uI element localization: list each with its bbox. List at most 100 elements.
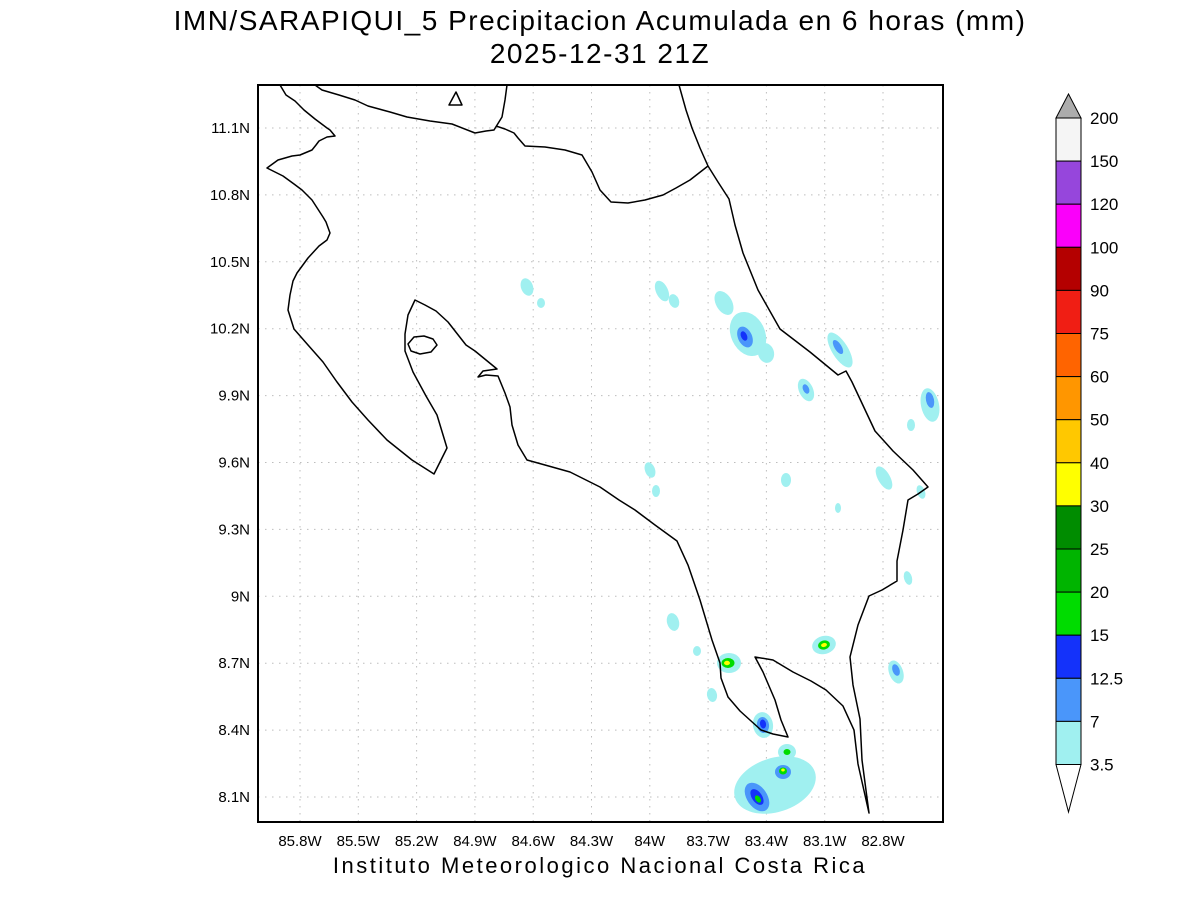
colorbar-cap-above-max bbox=[1055, 92, 1082, 119]
x-axis-tick-label: 84.9W bbox=[453, 833, 497, 850]
x-axis-tick-label: 84W bbox=[634, 833, 666, 850]
map-frame bbox=[257, 84, 944, 823]
colorbar-tick-label: 60 bbox=[1090, 368, 1109, 387]
colorbar-segment bbox=[1055, 376, 1082, 421]
precip-cell-level-3 bbox=[759, 719, 767, 729]
colorbar-tick-label: 30 bbox=[1090, 497, 1109, 516]
x-axis-tick-label: 84.6W bbox=[512, 833, 556, 850]
x-axis-tick-label: 83.7W bbox=[686, 833, 730, 850]
colorbar-tick-label: 120 bbox=[1090, 195, 1118, 214]
y-axis-tick-label: 9.9N bbox=[218, 388, 250, 405]
precip-cell-level-7 bbox=[821, 642, 827, 648]
lake-nicaragua-shore bbox=[314, 85, 508, 134]
colorbar-segment bbox=[1055, 548, 1082, 593]
colorbar-segment bbox=[1055, 117, 1082, 162]
colorbar-tick-label: 25 bbox=[1090, 540, 1109, 559]
y-axis-labels: 11.1N 10.8N 10.5N 10.2N 9.9N 9.6N 9.3N 9N 8.7N 8.… bbox=[210, 120, 250, 806]
x-axis-tick-label: 83.4W bbox=[745, 833, 789, 850]
colorbar-tick-label: 3.5 bbox=[1090, 756, 1114, 775]
x-axis-tick-label: 83.1W bbox=[803, 833, 847, 850]
colorbar-tick-label: 12.5 bbox=[1090, 669, 1123, 688]
precip-cell-level-1 bbox=[666, 613, 680, 631]
colorbar-tick-label: 90 bbox=[1090, 281, 1109, 300]
y-axis-tick-label: 11.1N bbox=[211, 120, 250, 137]
chart-title-line2: 2025-12-31 21Z bbox=[489, 38, 711, 69]
precip-cell-level-1 bbox=[693, 646, 701, 656]
colorbar-segment bbox=[1055, 720, 1082, 766]
colorbar-segment bbox=[1055, 203, 1082, 248]
colorbar-segment bbox=[1055, 246, 1082, 291]
precip-cell-level-7 bbox=[724, 660, 730, 666]
y-axis-tick-label: 9.6N bbox=[218, 455, 250, 472]
coastline-group bbox=[266, 85, 929, 814]
y-axis-tick-label: 8.7N bbox=[218, 655, 250, 672]
precip-cell-level-4 bbox=[754, 795, 762, 803]
colorbar: 200 150 120 100 90 75 60 50 40 30 25 20 15 12.5 7 3.5 bbox=[1055, 92, 1123, 814]
precip-cell-level-1 bbox=[757, 343, 775, 363]
precip-cell-level-2 bbox=[892, 664, 900, 676]
precip-cell-level-1 bbox=[734, 756, 816, 814]
precip-cell-level-1 bbox=[654, 280, 670, 302]
colorbar-segment bbox=[1055, 462, 1082, 507]
precip-cell-level-1 bbox=[903, 571, 913, 585]
precip-cell-level-2 bbox=[802, 384, 810, 394]
border-rio-san-juan bbox=[495, 125, 709, 204]
colorbar-tick-label: 75 bbox=[1090, 325, 1109, 344]
precip-cell-level-3 bbox=[740, 331, 748, 341]
colorbar-tick-label: 40 bbox=[1090, 454, 1109, 473]
colorbar-segment bbox=[1055, 160, 1082, 205]
colorbar-segment bbox=[1055, 677, 1082, 722]
x-axis-tick-label: 85.2W bbox=[395, 833, 439, 850]
colorbar-tick-label: 7 bbox=[1090, 712, 1099, 731]
chart-title-line1: IMN/SARAPIQUI_5 Precipitacion Acumulada … bbox=[173, 5, 1027, 36]
y-axis-tick-label: 8.4N bbox=[218, 722, 250, 739]
colorbar-segment bbox=[1055, 634, 1082, 679]
precip-cell-level-1 bbox=[644, 462, 656, 478]
precip-cell-level-1 bbox=[652, 485, 660, 497]
y-axis-tick-label: 10.2N bbox=[210, 321, 250, 338]
lake-island bbox=[448, 91, 463, 106]
colorbar-segment bbox=[1055, 333, 1082, 378]
y-axis-tick-label: 9.3N bbox=[218, 521, 250, 538]
precip-cell-level-1 bbox=[907, 419, 915, 431]
precip-cell-level-2 bbox=[832, 339, 844, 355]
chart-title: IMN/SARAPIQUI_5 Precipitacion Acumulada … bbox=[0, 4, 1200, 70]
coastline-mainland bbox=[266, 85, 929, 814]
colorbar-tick-label: 50 bbox=[1090, 411, 1109, 430]
colorbar-cap-below-min bbox=[1055, 764, 1082, 814]
footer-caption: Instituto Meteorologico Nacional Costa R… bbox=[332, 853, 868, 878]
precipitation-cells bbox=[520, 278, 940, 814]
precip-cell-level-1 bbox=[875, 466, 893, 490]
x-axis-tick-label: 85.8W bbox=[278, 833, 322, 850]
precip-cell-level-7 bbox=[781, 768, 785, 772]
colorbar-segment bbox=[1055, 289, 1082, 334]
y-axis-tick-label: 9N bbox=[231, 588, 250, 605]
precip-cell-level-1 bbox=[537, 298, 545, 308]
colorbar-segment bbox=[1055, 505, 1082, 550]
precip-cell-level-1 bbox=[835, 503, 841, 513]
colorbar-tick-label: 200 bbox=[1090, 109, 1118, 128]
colorbar-tick-label: 15 bbox=[1090, 626, 1109, 645]
chira-island bbox=[407, 335, 438, 355]
y-axis-tick-label: 10.5N bbox=[210, 254, 250, 271]
colorbar-tick-label: 20 bbox=[1090, 583, 1109, 602]
y-axis-tick-label: 10.8N bbox=[210, 187, 250, 204]
precip-cell-level-1 bbox=[520, 278, 534, 296]
colorbar-tick-label: 100 bbox=[1090, 238, 1118, 257]
x-axis-tick-label: 85.5W bbox=[337, 833, 381, 850]
x-axis-tick-label: 82.8W bbox=[861, 833, 905, 850]
colorbar-tick-label: 150 bbox=[1090, 152, 1118, 171]
y-axis-tick-label: 8.1N bbox=[218, 789, 250, 806]
x-axis-labels: 85.8W 85.5W 85.2W 84.9W 84.6W 84.3W 84W 83.7W 83… bbox=[278, 833, 905, 850]
precip-cell-level-1 bbox=[714, 291, 734, 315]
precip-cell-level-1 bbox=[668, 294, 680, 308]
precip-cell-level-1 bbox=[706, 688, 718, 702]
grid-lines bbox=[258, 85, 943, 822]
x-axis-tick-label: 84.3W bbox=[570, 833, 614, 850]
colorbar-segment bbox=[1055, 591, 1082, 636]
colorbar-segment bbox=[1055, 419, 1082, 464]
precip-cell-level-1 bbox=[781, 473, 791, 487]
precip-cell-level-4 bbox=[783, 749, 791, 755]
